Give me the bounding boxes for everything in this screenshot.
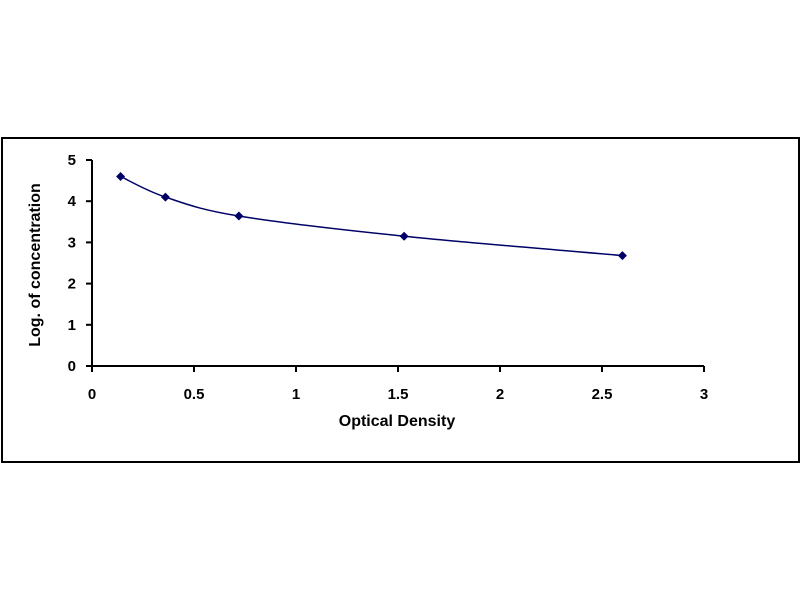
series-line (120, 175, 623, 257)
data-point (116, 171, 126, 181)
y-tick-label: 5 (68, 152, 76, 169)
data-point (234, 211, 244, 221)
x-tick-label: 0 (88, 386, 96, 403)
y-axis-title: Log. of concentration (27, 183, 44, 347)
data-point (617, 251, 627, 261)
data-point (399, 231, 409, 241)
y-tick-label: 3 (68, 234, 76, 251)
x-tick-label: 1 (292, 386, 300, 403)
y-tick-label: 2 (68, 276, 76, 293)
chart-frame (1, 137, 800, 463)
points-layer (116, 171, 627, 261)
x-tick-label: 3 (700, 386, 708, 403)
x-tick-label: 0.5 (184, 386, 205, 403)
data-point (160, 192, 170, 202)
curve-layer (120, 175, 623, 257)
y-tick-label: 0 (68, 358, 76, 375)
y-tick-label: 4 (68, 193, 77, 210)
tick-labels: 0 0.5 1 1.5 2 2.5 3 0 1 2 3 4 5 (68, 152, 709, 403)
x-tick-label: 2 (496, 386, 504, 403)
x-tick-label: 2.5 (592, 386, 613, 403)
axes (86, 159, 705, 372)
y-tick-label: 1 (68, 317, 76, 334)
x-axis-title: Optical Density (339, 413, 456, 430)
x-tick-label: 1.5 (388, 386, 409, 403)
